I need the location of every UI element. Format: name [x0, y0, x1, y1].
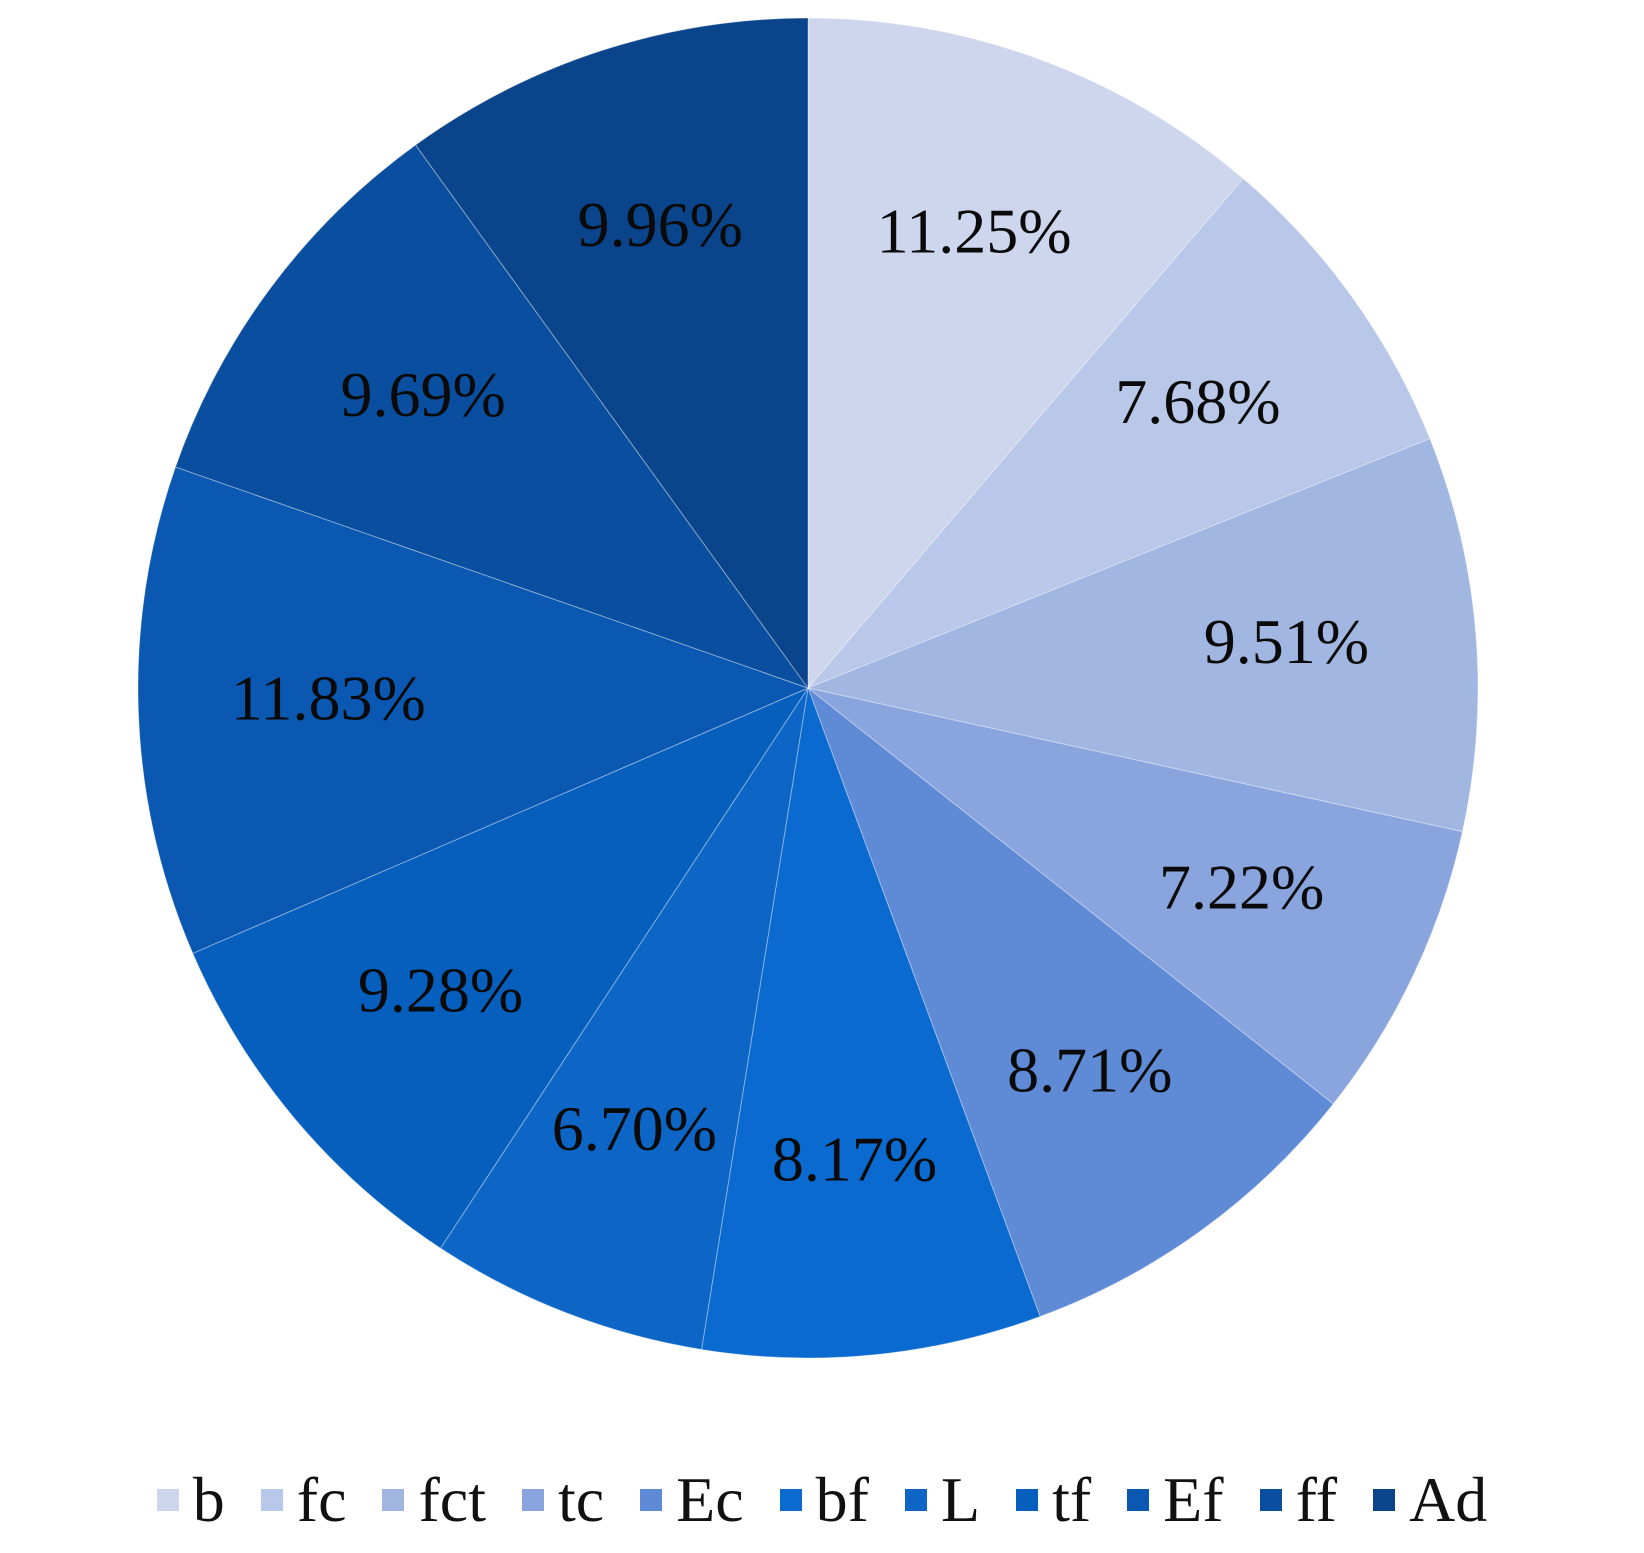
- legend-swatch: [1016, 1489, 1039, 1511]
- legend-swatch: [779, 1489, 802, 1511]
- legend-item-Ec: Ec: [640, 1463, 744, 1537]
- pie-slice-tf: [192, 686, 810, 1249]
- legend-label: bf: [815, 1464, 869, 1535]
- pie-slice-b: [807, 17, 1244, 690]
- legend-label: L: [940, 1464, 981, 1535]
- pie-slice-tc: [807, 687, 1464, 1105]
- legend-item-Ad: Ad: [1373, 1463, 1487, 1537]
- slice-label-Ec: 8.71%: [1007, 1034, 1172, 1105]
- pie-chart: 11.25% 7.68% 9.51% 7.22% 8.71% 8.17% 6.70% 9.28…: [137, 17, 1479, 1359]
- legend-label: Ef: [1163, 1464, 1224, 1535]
- slice-label-Ad: 9.96%: [578, 189, 743, 260]
- legend-label: tc: [557, 1464, 605, 1535]
- pie-slice-Ec: [806, 686, 1334, 1318]
- legend-item-fc: fc: [260, 1463, 347, 1537]
- slice-label-fct: 9.51%: [1204, 606, 1369, 677]
- pie-slice-Ad: [414, 17, 809, 690]
- pie-slices: [137, 17, 1479, 1359]
- legend-item-L: L: [904, 1463, 981, 1537]
- legend-swatch: [260, 1489, 283, 1511]
- pie-slice-L: [439, 687, 809, 1351]
- pie-slice-bf: [700, 686, 1041, 1359]
- legend-label: Ad: [1409, 1464, 1488, 1535]
- legend-swatch: [521, 1489, 544, 1511]
- legend-swatch: [904, 1489, 927, 1511]
- legend-item-Ef: Ef: [1127, 1463, 1224, 1537]
- slice-label-L: 6.70%: [552, 1093, 717, 1164]
- legend-item-tc: tc: [521, 1463, 605, 1537]
- slice-label-fc: 7.68%: [1115, 366, 1280, 437]
- legend-label: ff: [1295, 1464, 1338, 1535]
- legend-item-fct: fct: [382, 1463, 486, 1537]
- slice-label-bf: 8.17%: [772, 1123, 937, 1194]
- pie-slice-ff: [174, 144, 810, 689]
- pie-labels: 11.25% 7.68% 9.51% 7.22% 8.71% 8.17% 6.70% 9.28…: [231, 189, 1369, 1194]
- legend-swatch: [640, 1489, 663, 1511]
- legend-item-ff: ff: [1259, 1463, 1338, 1537]
- legend-swatch: [1127, 1489, 1150, 1511]
- legend-label: fct: [418, 1464, 486, 1535]
- legend-label: b: [192, 1464, 225, 1535]
- legend-swatch: [156, 1489, 179, 1511]
- legend-item-tf: tf: [1016, 1463, 1091, 1537]
- legend-item-bf: bf: [779, 1463, 869, 1537]
- slice-label-Ef: 11.83%: [231, 663, 426, 734]
- legend-label: Ec: [676, 1464, 744, 1535]
- legend-label: tf: [1052, 1464, 1092, 1535]
- pie-slice-fct: [806, 437, 1479, 833]
- legend-swatch: [382, 1489, 405, 1511]
- legend-label: fc: [296, 1464, 347, 1535]
- legend-swatch: [1373, 1489, 1396, 1511]
- slice-label-ff: 9.69%: [341, 359, 506, 430]
- legend-item-b: b: [156, 1463, 225, 1537]
- slice-label-tc: 7.22%: [1159, 851, 1324, 922]
- pie-slice-fc: [807, 177, 1431, 689]
- pie-slice-Ef: [137, 466, 810, 954]
- legend-swatch: [1259, 1489, 1282, 1511]
- slice-label-tf: 9.28%: [358, 954, 523, 1025]
- slice-label-b: 11.25%: [877, 195, 1072, 266]
